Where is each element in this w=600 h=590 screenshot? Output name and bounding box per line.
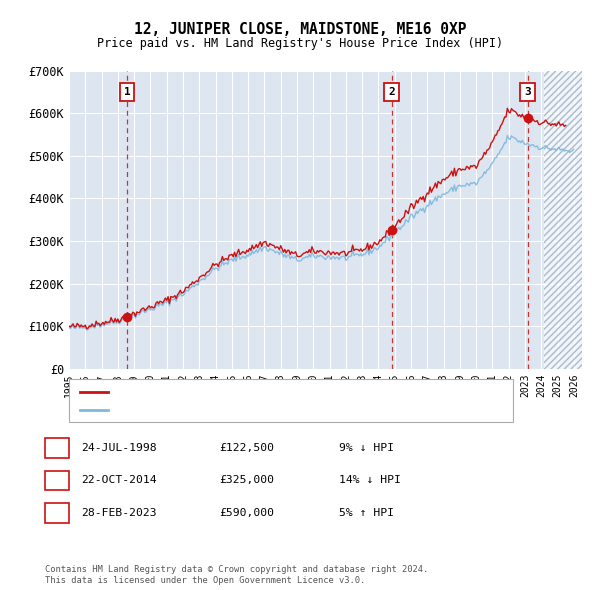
Text: 24-JUL-1998: 24-JUL-1998 <box>81 443 157 453</box>
Text: 1: 1 <box>124 87 130 97</box>
Text: 1: 1 <box>53 441 61 454</box>
Text: HPI: Average price, detached house, Maidstone: HPI: Average price, detached house, Maid… <box>112 405 388 415</box>
Text: 28-FEB-2023: 28-FEB-2023 <box>81 508 157 517</box>
Text: 9% ↓ HPI: 9% ↓ HPI <box>339 443 394 453</box>
Text: 12, JUNIPER CLOSE, MAIDSTONE, ME16 0XP: 12, JUNIPER CLOSE, MAIDSTONE, ME16 0XP <box>134 22 466 37</box>
Text: £122,500: £122,500 <box>219 443 274 453</box>
Text: 3: 3 <box>53 506 61 519</box>
Text: 3: 3 <box>524 87 531 97</box>
Text: 14% ↓ HPI: 14% ↓ HPI <box>339 476 401 485</box>
Text: 22-OCT-2014: 22-OCT-2014 <box>81 476 157 485</box>
Text: Contains HM Land Registry data © Crown copyright and database right 2024.: Contains HM Land Registry data © Crown c… <box>45 565 428 574</box>
Text: This data is licensed under the Open Government Licence v3.0.: This data is licensed under the Open Gov… <box>45 576 365 585</box>
Text: 2: 2 <box>53 474 61 487</box>
Bar <box>544 71 582 369</box>
Text: £325,000: £325,000 <box>219 476 274 485</box>
Text: Price paid vs. HM Land Registry's House Price Index (HPI): Price paid vs. HM Land Registry's House … <box>97 37 503 50</box>
Bar <box>544 71 582 369</box>
Text: £590,000: £590,000 <box>219 508 274 517</box>
Text: 2: 2 <box>388 87 395 97</box>
Text: 12, JUNIPER CLOSE, MAIDSTONE, ME16 0XP (detached house): 12, JUNIPER CLOSE, MAIDSTONE, ME16 0XP (… <box>112 387 449 397</box>
Text: 5% ↑ HPI: 5% ↑ HPI <box>339 508 394 517</box>
